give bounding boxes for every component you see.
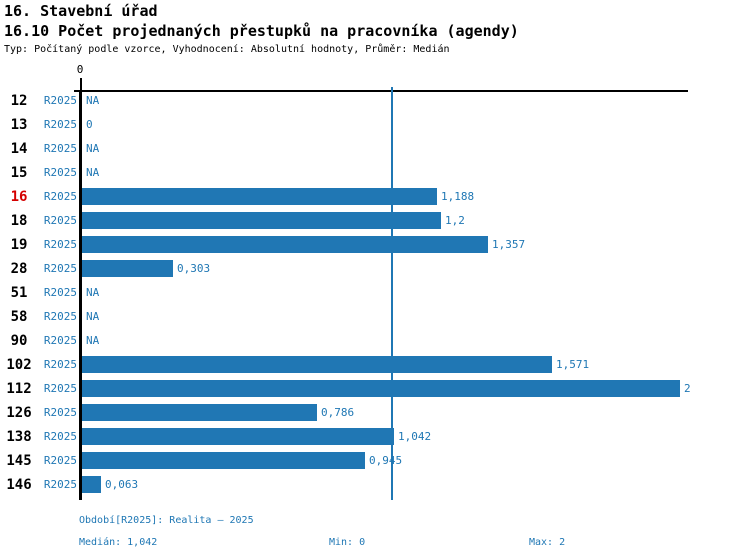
row-id-label: 14 bbox=[10, 141, 28, 157]
bar bbox=[82, 452, 365, 469]
row-period-label: R2025 bbox=[43, 166, 77, 179]
bar bbox=[82, 236, 488, 253]
row-period-label: R2025 bbox=[43, 142, 77, 155]
row-period-label: R2025 bbox=[43, 286, 77, 299]
row-period-label: R2025 bbox=[43, 334, 77, 347]
row-period-label: R2025 bbox=[43, 478, 77, 491]
row-period-label: R2025 bbox=[43, 262, 77, 275]
row-period-label: R2025 bbox=[43, 190, 77, 203]
chart-row: 14 R2025 NA bbox=[0, 137, 750, 161]
chart-row: 126 R2025 0,786 bbox=[0, 401, 750, 425]
median-line bbox=[391, 87, 393, 500]
row-period-label: R2025 bbox=[43, 118, 77, 131]
footer-max-stat: Max: 2 bbox=[529, 537, 566, 548]
row-id-label: 16 bbox=[10, 189, 28, 205]
chart-row: 12 R2025 NA bbox=[0, 89, 750, 113]
row-id-label: 145 bbox=[6, 453, 32, 469]
row-value-label: 0,945 bbox=[369, 454, 403, 467]
row-value-label: 0,786 bbox=[321, 406, 355, 419]
chart-row: 145 R2025 0,945 bbox=[0, 449, 750, 473]
bar bbox=[82, 476, 101, 493]
row-id-label: 12 bbox=[10, 93, 28, 109]
row-id-label: 112 bbox=[6, 381, 32, 397]
bar bbox=[82, 428, 394, 445]
row-value-label: 1,042 bbox=[398, 430, 432, 443]
indicator-title: 16.10 Počet projednaných přestupků na pr… bbox=[4, 22, 519, 40]
row-value-label: 1,571 bbox=[556, 358, 590, 371]
row-period-label: R2025 bbox=[43, 358, 77, 371]
chart-row: 146 R2025 0,063 bbox=[0, 473, 750, 497]
row-id-label: 138 bbox=[6, 429, 32, 445]
row-period-label: R2025 bbox=[43, 214, 77, 227]
row-period-label: R2025 bbox=[43, 382, 77, 395]
x-axis-tick bbox=[80, 78, 82, 91]
row-id-label: 13 bbox=[10, 117, 28, 133]
footer-period-line: Období[R2025]: Realita – 2025 bbox=[79, 515, 254, 526]
bar bbox=[82, 380, 680, 397]
chart-row: 13 R2025 0 bbox=[0, 113, 750, 137]
chart-row: 19 R2025 1,357 bbox=[0, 233, 750, 257]
row-id-label: 51 bbox=[10, 285, 28, 301]
row-id-label: 18 bbox=[10, 213, 28, 229]
chart-row: 18 R2025 1,2 bbox=[0, 209, 750, 233]
row-value-label: 0,063 bbox=[105, 478, 139, 491]
row-value-label: 2 bbox=[684, 382, 691, 395]
row-period-label: R2025 bbox=[43, 310, 77, 323]
row-period-label: R2025 bbox=[43, 406, 77, 419]
row-id-label: 146 bbox=[6, 477, 32, 493]
row-value-label: NA bbox=[86, 94, 100, 107]
row-period-label: R2025 bbox=[43, 94, 77, 107]
chart-row: 51 R2025 NA bbox=[0, 281, 750, 305]
chart-row: 90 R2025 NA bbox=[0, 329, 750, 353]
bar bbox=[82, 404, 317, 421]
row-value-label: NA bbox=[86, 334, 100, 347]
row-value-label: NA bbox=[86, 310, 100, 323]
row-value-label: NA bbox=[86, 286, 100, 299]
bar bbox=[82, 356, 552, 373]
row-value-label: 1,357 bbox=[492, 238, 526, 251]
bar bbox=[82, 212, 441, 229]
footer-median-stat: Medián: 1,042 bbox=[79, 537, 158, 548]
row-value-label: 1,188 bbox=[441, 190, 475, 203]
section-title: 16. Stavební úřad bbox=[4, 2, 158, 20]
row-period-label: R2025 bbox=[43, 238, 77, 251]
row-id-label: 102 bbox=[6, 357, 32, 373]
row-value-label: 0 bbox=[86, 118, 93, 131]
row-id-label: 19 bbox=[10, 237, 28, 253]
row-id-label: 15 bbox=[10, 165, 28, 181]
bar bbox=[82, 260, 173, 277]
chart-row: 112 R2025 2 bbox=[0, 377, 750, 401]
x-axis-line bbox=[74, 90, 688, 92]
x-axis-zero-label: 0 bbox=[76, 63, 84, 76]
row-value-label: 1,2 bbox=[445, 214, 465, 227]
chart-row: 28 R2025 0,303 bbox=[0, 257, 750, 281]
footer-min-stat: Min: 0 bbox=[329, 537, 366, 548]
row-value-label: 0,303 bbox=[177, 262, 211, 275]
chart-row: 138 R2025 1,042 bbox=[0, 425, 750, 449]
chart-row: 102 R2025 1,571 bbox=[0, 353, 750, 377]
chart-row: 58 R2025 NA bbox=[0, 305, 750, 329]
bar bbox=[82, 188, 437, 205]
chart-row: 15 R2025 NA bbox=[0, 161, 750, 185]
chart-row: 16 R2025 1,188 bbox=[0, 185, 750, 209]
row-id-label: 58 bbox=[10, 309, 28, 325]
indicator-meta-line: Typ: Počítaný podle vzorce, Vyhodnocení:… bbox=[4, 44, 450, 55]
row-id-label: 90 bbox=[10, 333, 28, 349]
row-period-label: R2025 bbox=[43, 430, 77, 443]
row-id-label: 28 bbox=[10, 261, 28, 277]
row-id-label: 126 bbox=[6, 405, 32, 421]
row-period-label: R2025 bbox=[43, 454, 77, 467]
y-axis-line bbox=[79, 90, 82, 500]
row-value-label: NA bbox=[86, 142, 100, 155]
row-value-label: NA bbox=[86, 166, 100, 179]
